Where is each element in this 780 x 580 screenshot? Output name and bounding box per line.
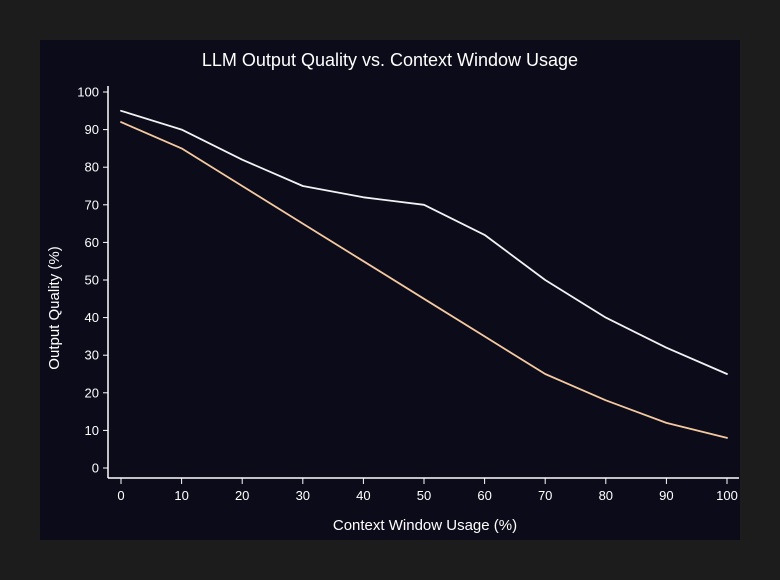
- x-tick-label: 70: [538, 488, 552, 503]
- x-tick-label: 30: [296, 488, 310, 503]
- y-axis: 0 10 20 30 40 50 60 70 80 90 100: [77, 85, 109, 478]
- y-tick-label: 100: [77, 85, 99, 100]
- x-tick-label: 0: [117, 488, 124, 503]
- x-tick-label: 50: [417, 488, 431, 503]
- y-tick-label: 30: [85, 348, 99, 363]
- y-tick-label: 80: [85, 160, 99, 175]
- x-axis-title: Context Window Usage (%): [333, 517, 517, 534]
- y-tick-label: 50: [85, 273, 99, 288]
- x-tick-label: 80: [599, 488, 613, 503]
- chart-title: LLM Output Quality vs. Context Window Us…: [202, 50, 578, 70]
- x-tick-label: 20: [235, 488, 249, 503]
- series-line-1: [120, 109, 728, 375]
- y-tick-label: 10: [85, 423, 99, 438]
- y-tick-label: 0: [92, 461, 99, 476]
- x-tick-label: 10: [174, 488, 188, 503]
- x-tick-label: 100: [716, 488, 738, 503]
- y-tick-label: 20: [85, 385, 99, 400]
- y-tick-label: 40: [85, 310, 99, 325]
- line-chart: LLM Output Quality vs. Context Window Us…: [46, 50, 739, 534]
- y-tick-label: 60: [85, 235, 99, 250]
- plot-lines: [120, 109, 728, 439]
- x-tick-label: 40: [356, 488, 370, 503]
- x-axis: 0 10 20 30 40 50 60 70 80 90 100: [108, 477, 739, 503]
- chart-panel: LLM Output Quality vs. Context Window Us…: [40, 40, 740, 540]
- x-tick-label: 90: [659, 488, 673, 503]
- x-tick-label: 60: [477, 488, 491, 503]
- y-axis-title: Output Quality (%): [46, 246, 63, 369]
- series-line-2: [120, 121, 728, 439]
- y-tick-label: 70: [85, 197, 99, 212]
- y-tick-label: 90: [85, 122, 99, 137]
